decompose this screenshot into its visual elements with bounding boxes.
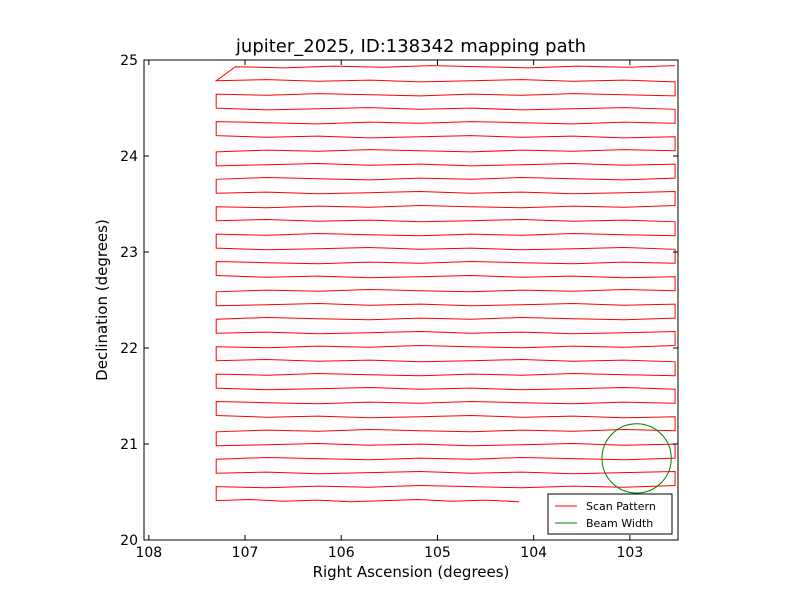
x-tick-label: 106	[328, 545, 355, 561]
x-tick-label: 103	[617, 545, 644, 561]
y-tick-label: 21	[120, 437, 138, 453]
legend: Scan Pattern Beam Width	[547, 493, 673, 535]
chart-title: jupiter_2025, ID:138342 mapping path	[235, 36, 586, 57]
y-tick-label: 23	[120, 245, 138, 261]
axis-ticks: 108 107 106 105 104 103 20 21 22 23 24 25	[120, 53, 678, 561]
y-tick-label: 24	[120, 149, 138, 165]
x-tick-label: 105	[424, 545, 451, 561]
plot-data	[214, 65, 676, 503]
y-tick-label: 25	[120, 53, 138, 69]
x-tick-label: 108	[135, 545, 162, 561]
y-tick-label: 22	[120, 341, 138, 357]
y-tick-label: 20	[120, 533, 138, 549]
x-axis-label: Right Ascension (degrees)	[313, 563, 510, 581]
legend-label-scan: Scan Pattern	[586, 500, 656, 513]
scan-pattern-line	[214, 65, 676, 503]
legend-box	[547, 493, 673, 535]
beam-width-circle	[601, 423, 672, 494]
y-axis-label: Declination (degrees)	[93, 219, 111, 381]
legend-label-beam: Beam Width	[586, 517, 653, 530]
x-tick-label: 107	[232, 545, 259, 561]
x-tick-label: 104	[520, 545, 547, 561]
plot-frame	[143, 59, 679, 541]
